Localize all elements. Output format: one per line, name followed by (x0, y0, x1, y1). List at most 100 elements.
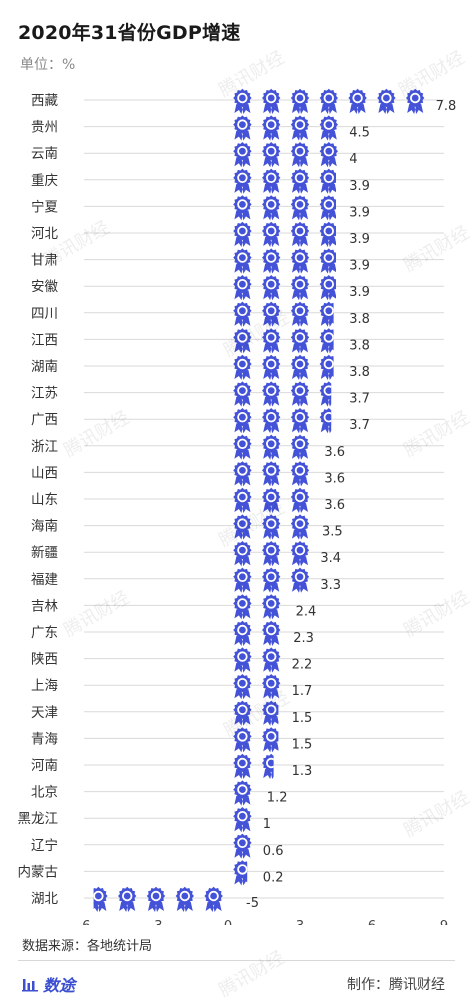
brand-name: 数途 (43, 976, 76, 995)
pictogram-chart: 西藏 7.8 贵州 4.5 云南 4 重庆 3.9 宁夏 3.9 河北 3.9 甘肃 3.9 安徽 3.9 四川… (18, 88, 457, 925)
bar-mark (233, 541, 310, 567)
value-label: 3.7 (349, 392, 370, 407)
value-label: 3.8 (349, 365, 370, 380)
watermark: 腾讯财经 (215, 947, 289, 1002)
x-tick-label: 3 (296, 919, 304, 925)
x-tick-label: 6 (368, 919, 376, 925)
category-label: 西藏 (31, 93, 58, 109)
bar-mark (233, 221, 336, 247)
category-label: 云南 (31, 146, 58, 162)
value-label: 0.6 (263, 844, 284, 859)
bar-mark (233, 514, 310, 540)
bar-mark (233, 594, 281, 620)
category-label: 贵州 (31, 120, 58, 136)
value-label: 4.5 (349, 126, 370, 141)
value-label: 1 (263, 817, 271, 832)
bar-chart-icon (22, 979, 38, 992)
bar-mark (233, 647, 281, 673)
value-label: 3.9 (349, 232, 370, 247)
category-label: 内蒙古 (18, 864, 59, 880)
category-label: 新疆 (31, 545, 58, 561)
category-label: 江苏 (31, 386, 58, 402)
bar-mark (233, 248, 336, 274)
category-label: 江西 (31, 332, 58, 348)
x-tick-label: 9 (440, 919, 448, 925)
unit-label: 单位：% (20, 57, 76, 73)
bar-mark (233, 620, 281, 646)
value-label: 3.4 (320, 551, 341, 566)
value-label: 0.2 (263, 870, 284, 885)
value-label: 3.3 (320, 578, 341, 593)
bar-mark (233, 195, 336, 221)
category-label: 湖北 (31, 891, 58, 907)
category-label: 山东 (31, 492, 58, 508)
value-label: 2.2 (292, 658, 313, 673)
value-label: 1.2 (267, 791, 288, 806)
value-label: 1.5 (292, 711, 313, 726)
category-label: 北京 (31, 785, 58, 801)
category-label: 吉林 (31, 598, 58, 614)
value-label: 7.8 (436, 99, 457, 114)
category-label: 福建 (31, 572, 58, 588)
value-label: 1.3 (292, 764, 313, 779)
bar-mark (233, 275, 336, 301)
category-label: 浙江 (31, 439, 58, 455)
x-tick-label: 0 (224, 919, 232, 925)
value-label: 3.6 (324, 498, 345, 513)
bar-mark (233, 753, 274, 779)
value-label: 1.7 (292, 684, 313, 699)
value-label: 2.4 (296, 604, 317, 619)
bar-mark (233, 674, 281, 700)
category-label: 青海 (31, 731, 58, 747)
bar-mark (233, 168, 336, 194)
category-label: 广东 (31, 625, 58, 641)
value-label: 2.3 (293, 631, 314, 646)
category-label: 宁夏 (31, 198, 58, 215)
bar-mark (233, 301, 334, 327)
value-label: 3.9 (349, 285, 370, 300)
bar-mark (233, 434, 310, 460)
value-label: -5 (246, 896, 259, 911)
bar-mark (233, 833, 252, 859)
bar-mark (233, 780, 252, 806)
bar-mark (233, 860, 248, 886)
category-label: 重庆 (31, 173, 58, 189)
category-label: 河北 (31, 226, 58, 242)
chart-title: 2020年31省份GDP增速 (18, 22, 241, 44)
value-label: 4 (349, 152, 357, 167)
x-tick-label: -3 (150, 919, 163, 925)
bar-mark (233, 807, 252, 833)
category-label: 四川 (31, 306, 58, 322)
category-label: 陕西 (31, 652, 58, 668)
footer-divider (18, 960, 455, 961)
value-label: 3.5 (322, 525, 343, 540)
bar-mark (233, 727, 279, 753)
brand-logo: 数途 (22, 972, 75, 996)
bar-mark (233, 461, 310, 487)
category-label: 上海 (31, 678, 58, 694)
value-label: 3.7 (349, 418, 370, 433)
bar-mark (233, 487, 310, 513)
bar-mark (233, 88, 425, 114)
bar-mark (93, 886, 223, 912)
value-label: 3.9 (349, 179, 370, 194)
category-label: 安徽 (31, 279, 58, 295)
bar-mark (233, 142, 338, 168)
category-label: 海南 (31, 519, 58, 535)
value-label: 3.8 (349, 338, 370, 353)
category-label: 黑龙江 (18, 811, 59, 827)
bar-mark (233, 408, 332, 434)
bar-mark (233, 328, 334, 354)
x-tick-label: -6 (78, 919, 91, 925)
bar-mark (233, 354, 334, 380)
value-label: 3.9 (349, 205, 370, 220)
category-label: 山西 (31, 465, 58, 481)
bar-mark (233, 381, 332, 407)
value-label: 3.6 (324, 471, 345, 486)
bar-mark (233, 115, 338, 141)
value-label: 1.5 (292, 737, 313, 752)
category-label: 甘肃 (31, 253, 58, 269)
category-label: 湖南 (31, 359, 58, 375)
maker-credit: 制作：腾讯财经 (347, 977, 445, 993)
category-label: 天津 (31, 705, 58, 721)
